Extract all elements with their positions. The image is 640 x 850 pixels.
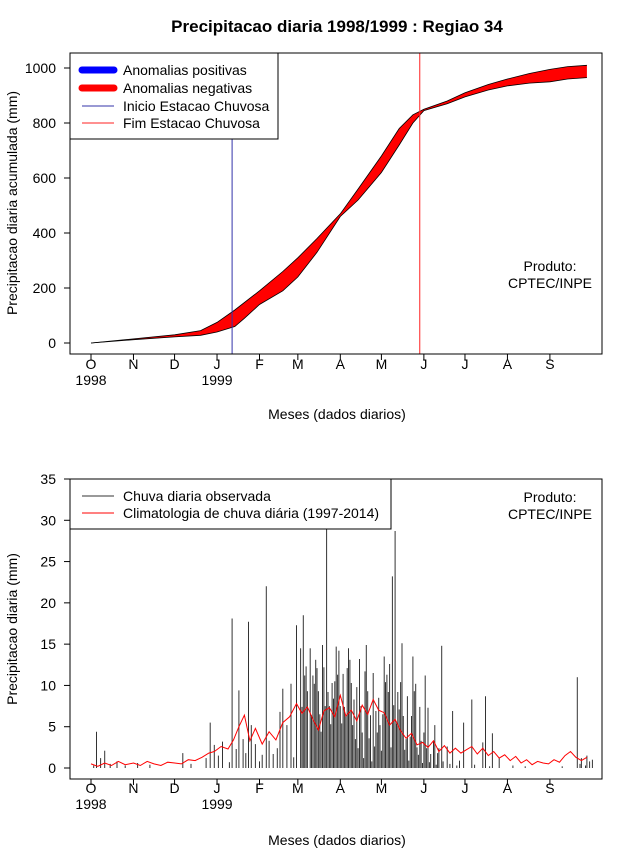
legend: Chuva diaria observada Climatologia de c… [69, 478, 392, 530]
y-axis-label: Precipitacao diaria acumulada (mm) [4, 91, 20, 315]
y-tick-label: 20 [40, 595, 56, 611]
x-tick-label: O [86, 780, 97, 796]
x-tick-label: D [169, 356, 179, 372]
x-tick-label: F [255, 780, 264, 796]
product-note-line1: Produto: [524, 489, 577, 505]
accumulated-precipitation-chart: Precipitacao diaria 1998/1999 : Regiao 3… [4, 17, 603, 422]
x-tick-label: N [128, 780, 138, 796]
x-tick-label: J [420, 356, 427, 372]
x-tick-label: J [214, 780, 221, 796]
x-tick-label: J [461, 356, 468, 372]
y-tick-label: 800 [33, 115, 57, 131]
x-tick-label: F [255, 356, 264, 372]
x-year-label: 1999 [201, 372, 232, 388]
plot-area [90, 529, 593, 768]
x-tick-label: O [86, 356, 97, 372]
y-tick-label: 0 [48, 760, 56, 776]
climatology-accumulated-line [90, 64, 587, 344]
legend-label: Inicio Estacao Chuvosa [123, 98, 270, 114]
x-year-label: 1998 [75, 372, 106, 388]
y-tick-label: 5 [48, 719, 56, 735]
x-tick-label: N [128, 356, 138, 372]
x-tick-label: J [214, 356, 221, 372]
y-axis: 0 200 400 600 800 1000 [25, 60, 71, 351]
x-year-label: 1998 [75, 796, 106, 812]
y-axis-label: Precipitacao diaria (mm) [4, 553, 20, 705]
y-tick-label: 10 [40, 677, 56, 693]
x-tick-label: A [503, 780, 513, 796]
legend-label: Anomalias positivas [123, 62, 247, 78]
daily-precipitation-chart: Chuva diaria observada Climatologia de c… [4, 471, 603, 848]
x-axis-label: Meses (dados diarios) [268, 832, 406, 848]
x-tick-label: D [169, 780, 179, 796]
y-tick-label: 600 [33, 170, 57, 186]
x-tick-label: J [420, 780, 427, 796]
y-tick-label: 25 [40, 554, 56, 570]
observed-accumulated-line [90, 77, 587, 344]
x-tick-label: J [461, 780, 468, 796]
x-axis: O N D J F M A M J J A S 1998 1999 [75, 353, 555, 388]
x-axis-label: Meses (dados diarios) [268, 406, 406, 422]
y-tick-label: 200 [33, 280, 57, 296]
x-tick-label: M [292, 780, 304, 796]
product-note-line2: CPTEC/INPE [508, 275, 592, 291]
x-tick-label: M [376, 356, 388, 372]
x-tick-label: A [503, 356, 513, 372]
y-tick-label: 0 [48, 335, 56, 351]
y-tick-label: 400 [33, 225, 57, 241]
product-note-line1: Produto: [524, 258, 577, 274]
legend-box [69, 478, 392, 530]
x-tick-label: A [336, 356, 346, 372]
climatology-daily-line [90, 693, 588, 767]
y-axis: 0 5 10 15 20 25 30 35 [40, 471, 71, 776]
x-tick-label: M [292, 356, 304, 372]
legend: Anomalias positivas Anomalias negativas … [69, 52, 279, 140]
y-tick-label: 1000 [25, 60, 56, 76]
x-axis: O N D J F M A M J J A S 1998 1999 [75, 778, 555, 812]
x-tick-label: S [545, 356, 554, 372]
legend-label: Anomalias negativas [123, 80, 252, 96]
x-tick-label: S [545, 780, 554, 796]
product-note-line2: CPTEC/INPE [508, 506, 592, 522]
legend-label: Fim Estacao Chuvosa [123, 115, 260, 131]
y-tick-label: 35 [40, 471, 56, 487]
y-tick-label: 30 [40, 512, 56, 528]
legend-label: Chuva diaria observada [123, 488, 271, 504]
chart-title: Precipitacao diaria 1998/1999 : Regiao 3… [171, 17, 503, 36]
x-tick-label: M [376, 780, 388, 796]
x-year-label: 1999 [201, 796, 232, 812]
legend-label: Climatologia de chuva diária (1997-2014) [123, 505, 379, 521]
y-tick-label: 15 [40, 636, 56, 652]
x-tick-label: A [336, 780, 346, 796]
